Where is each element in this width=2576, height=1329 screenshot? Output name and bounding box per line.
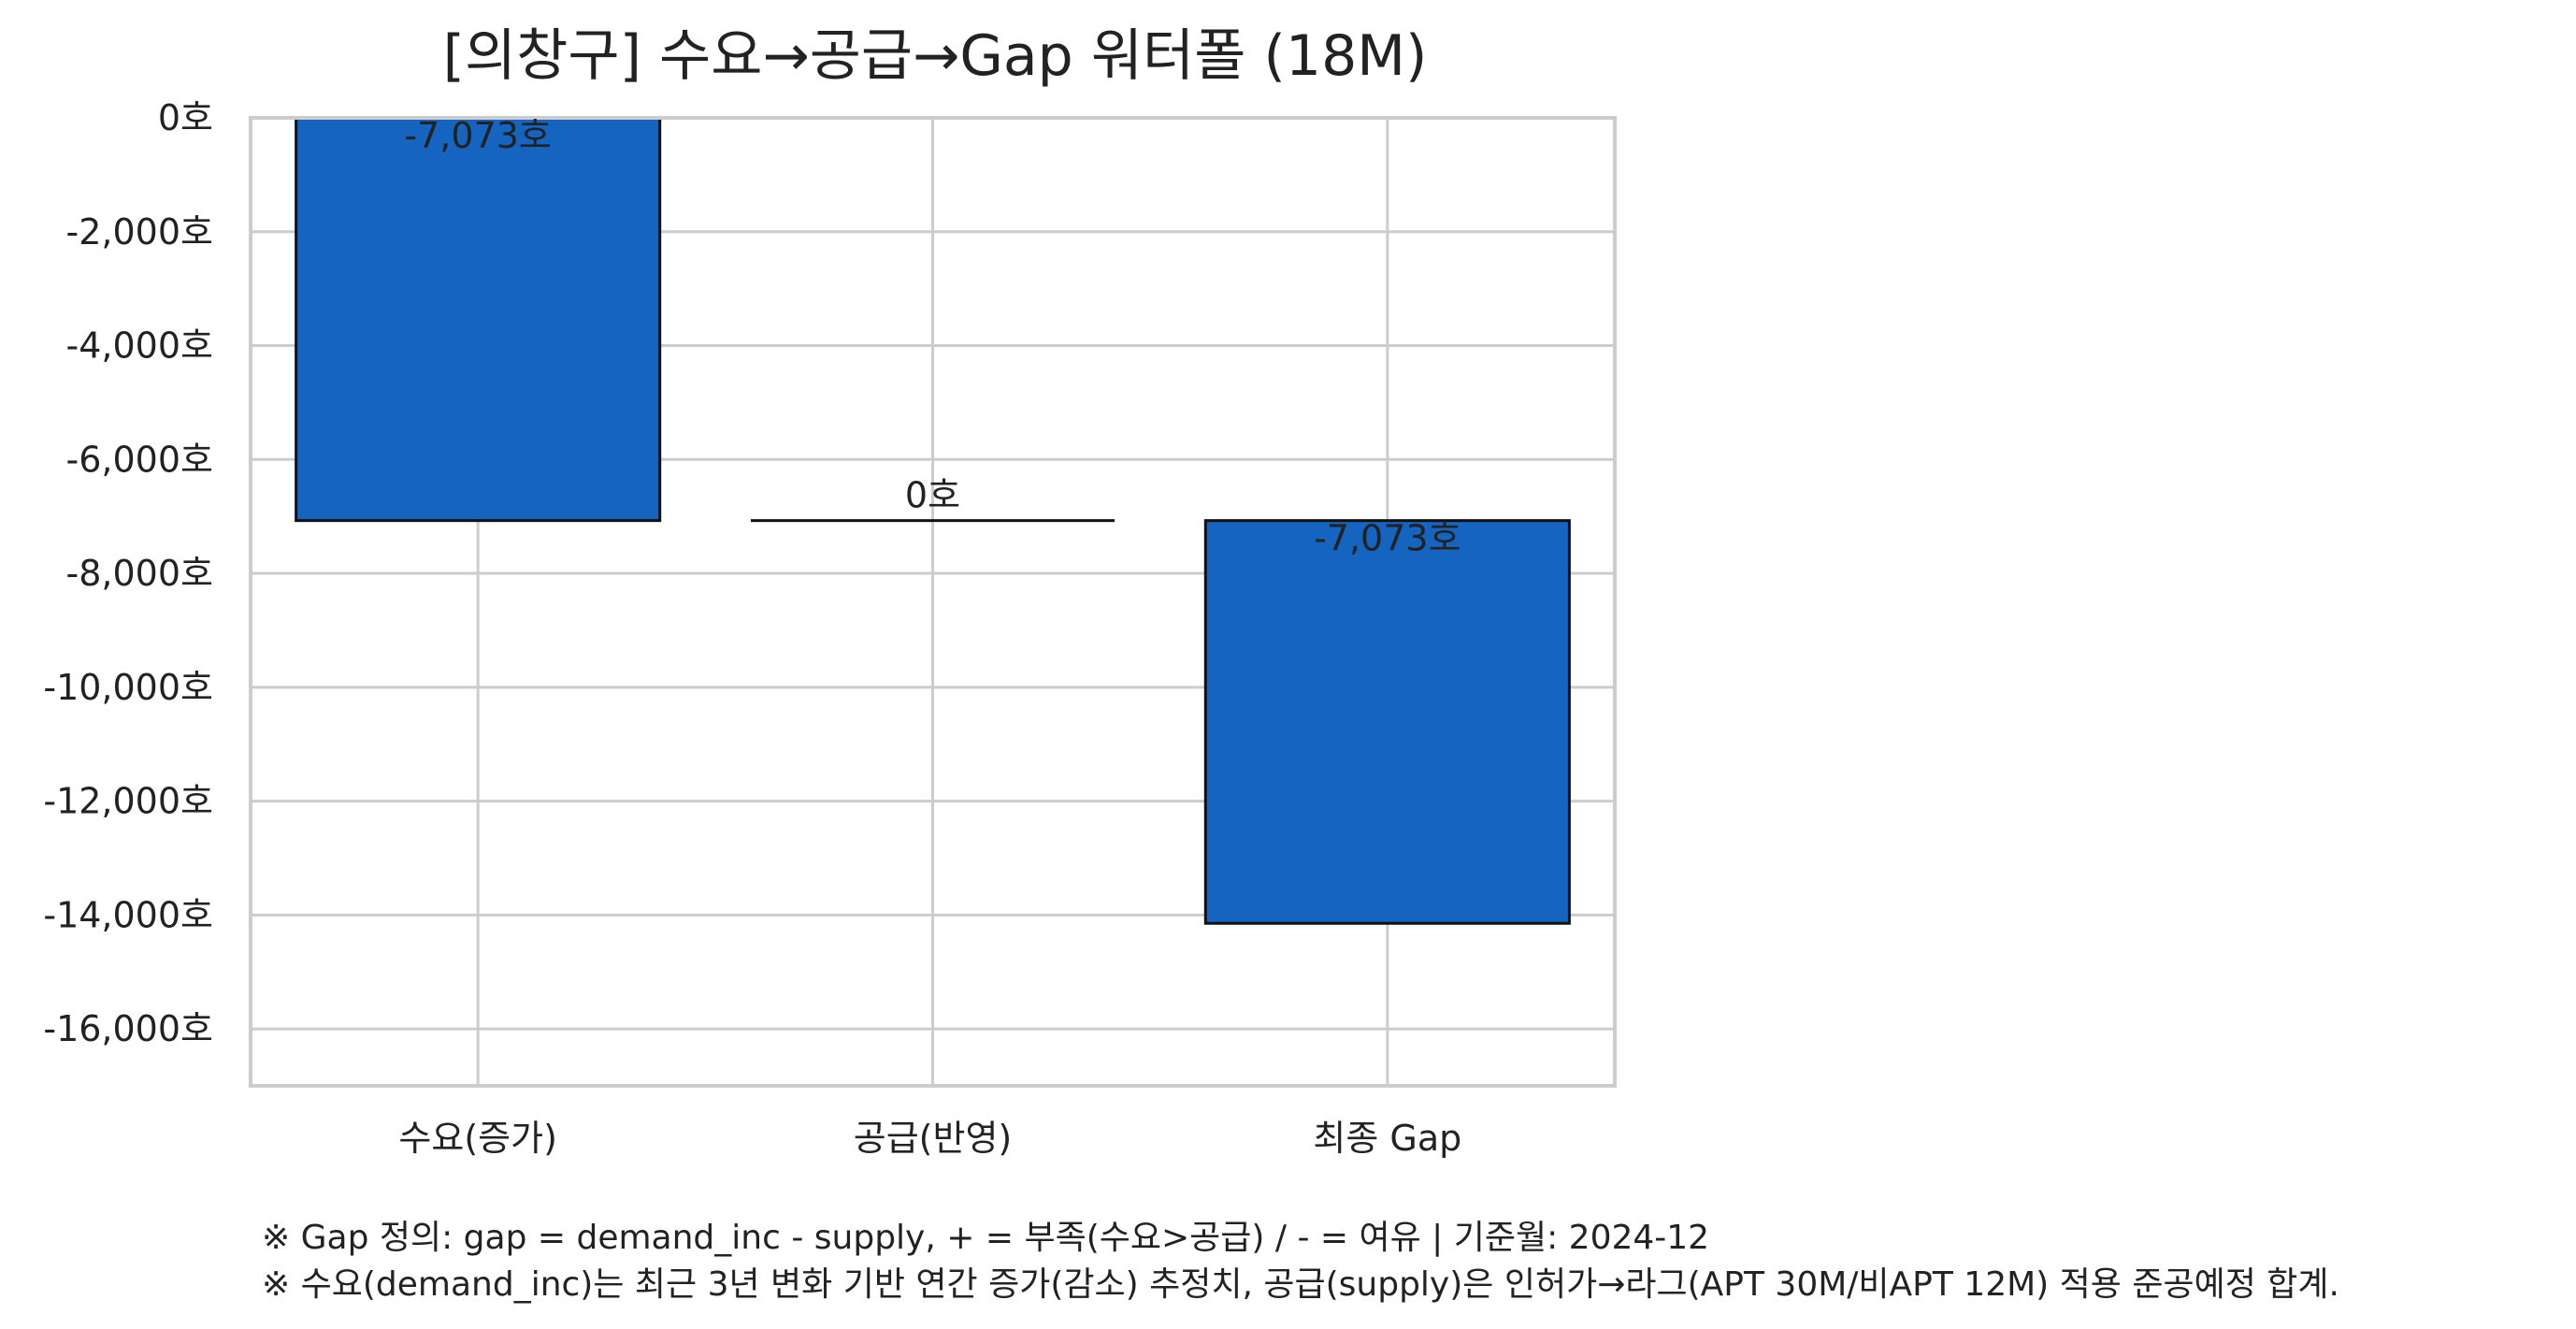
y-tick-label: -12,000호 — [43, 781, 213, 822]
x-category-label: 수요(증가) — [398, 1118, 557, 1159]
waterfall-bar — [295, 116, 662, 523]
bars-layer — [295, 116, 1571, 925]
chart-title: [의창구] 수요→공급→Gap 워터폴 (18M) — [443, 23, 1428, 89]
y-axis-ticks: 0호 -2,000호 -4,000호 -6,000호 -8,000호 -10,000호 -1… — [43, 97, 213, 1049]
data-labels: -7,073호 0호 -7,073호 — [404, 115, 1461, 559]
x-axis-categories: 수요(증가) 공급(반영) 최종 Gap — [398, 1118, 1461, 1159]
waterfall-bar — [1203, 519, 1571, 925]
x-category-label: 최종 Gap — [1313, 1118, 1461, 1159]
plot-frame — [249, 116, 1617, 1088]
footnote-gap-definition: ※ Gap 정의: gap = demand_inc - supply, + =… — [262, 1219, 1709, 1257]
y-tick-label: -2,000호 — [66, 211, 213, 253]
y-tick-label: -4,000호 — [66, 325, 213, 367]
footnote-demand-supply: ※ 수요(demand_inc)는 최근 3년 변화 기반 연간 증가(감소) … — [262, 1265, 2339, 1304]
y-tick-label: -16,000호 — [43, 1008, 213, 1049]
bar-value-label: -7,073호 — [1314, 518, 1461, 559]
y-tick-label: -14,000호 — [43, 894, 213, 935]
bar-value-label: -7,073호 — [404, 115, 551, 156]
y-tick-label: -10,000호 — [43, 667, 213, 708]
y-tick-label: 0호 — [158, 97, 213, 138]
y-tick-label: -6,000호 — [66, 439, 213, 480]
x-category-label: 공급(반영) — [854, 1118, 1013, 1159]
bar-value-label: 0호 — [905, 475, 960, 516]
y-tick-label: -8,000호 — [66, 553, 213, 594]
